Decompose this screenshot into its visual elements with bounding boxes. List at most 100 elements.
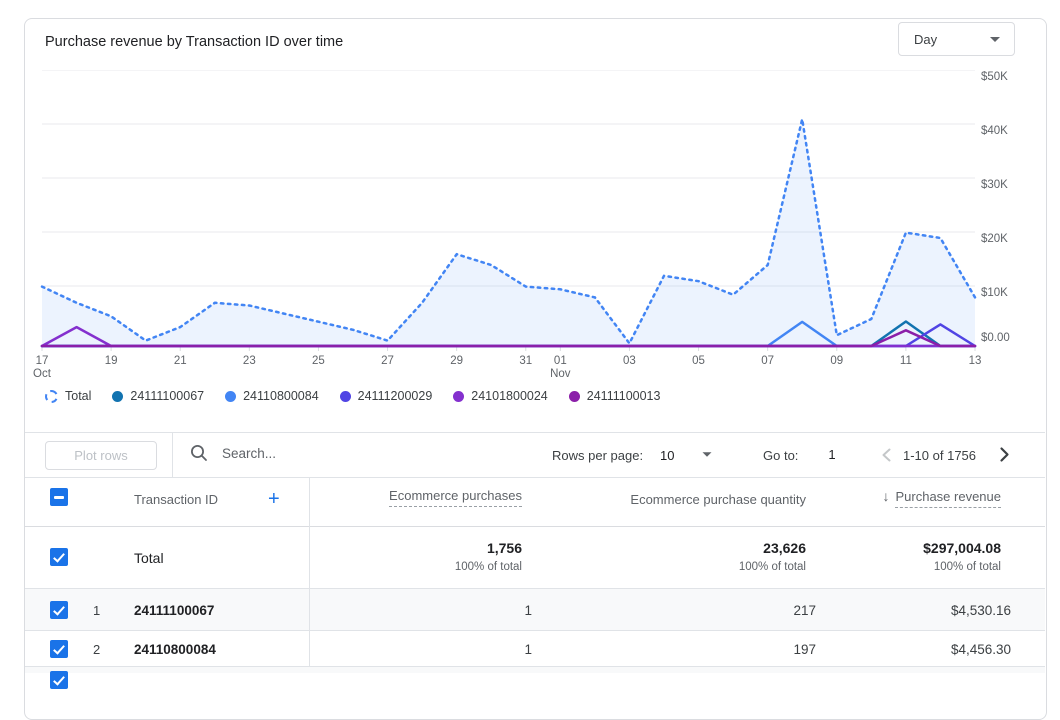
granularity-value: Day [914, 31, 938, 47]
search-input[interactable] [220, 444, 464, 462]
legend-item-24111100067[interactable]: 24111100067 [112, 389, 204, 403]
divider [25, 432, 1045, 433]
legend-label: Total [65, 389, 92, 403]
x-axis-label: 09 [830, 355, 843, 367]
x-axis-label: 23 [243, 355, 256, 367]
row-metric-value: 217 [793, 603, 816, 618]
chart-title: Purchase revenue by Transaction ID over … [45, 34, 344, 50]
column-header-purchase-revenue[interactable]: ↓ Purchase revenue [882, 488, 1001, 508]
page: { "header": { "title": "Purchase revenue… [0, 0, 1060, 672]
row-transaction-id: 24111100067 [134, 603, 215, 618]
row-metric-value: $4,456.30 [950, 642, 1011, 657]
x-axis-sublabel: Nov [550, 368, 571, 380]
series-line-total [40, 117, 977, 345]
total-ecommerce-purchases: 1,756 100% of total [455, 540, 522, 573]
legend-swatch-icon [453, 390, 465, 402]
chart-legend: Total 24111100067 24110800084 24111200029 24… [45, 389, 660, 403]
total-value: $297,004.08 [923, 540, 1001, 556]
next-page-icon[interactable] [997, 446, 1011, 463]
x-axis-label: 17 [36, 355, 49, 367]
chevron-down-icon [990, 36, 1000, 42]
total-subtext: 100% of total [738, 561, 806, 573]
table-row: 2 24110800084 1 197 $4,456.30 [25, 630, 1045, 667]
divider [25, 526, 1045, 527]
legend-swatch-icon [45, 389, 58, 403]
select-all-checkbox[interactable] [50, 488, 68, 506]
legend-swatch-icon [339, 390, 351, 402]
total-area-fill [42, 119, 975, 346]
x-axis-label: 13 [969, 355, 982, 367]
legend-swatch-icon [568, 390, 580, 402]
legend-item-24101800024[interactable]: 24101800024 [453, 389, 548, 403]
search-icon [191, 445, 207, 461]
x-axis-label: 05 [692, 355, 705, 367]
column-header-label: Ecommerce purchases [389, 488, 522, 507]
goto-page-input[interactable] [815, 446, 849, 463]
x-axis-label: 29 [450, 355, 463, 367]
series-line-24111100013 [40, 329, 977, 348]
column-header-ecommerce-purchases[interactable]: Ecommerce purchases [389, 488, 522, 507]
legend-swatch-icon [112, 390, 124, 402]
y-axis-label: $10K [981, 287, 1008, 299]
total-value: 1,756 [486, 540, 522, 556]
total-row-checkbox[interactable] [50, 548, 68, 566]
rows-per-page-label: Rows per page: [552, 448, 644, 463]
row-transaction-id: 24110800084 [134, 642, 216, 657]
total-value: 23,626 [763, 540, 806, 556]
column-header-purchase-quantity[interactable]: Ecommerce purchase quantity [630, 492, 806, 507]
plot-rows-label: Plot rows [74, 448, 128, 463]
x-axis-label: 21 [174, 355, 187, 367]
legend-label: 24111100067 [130, 389, 205, 403]
total-subtext: 100% of total [933, 561, 1001, 573]
row-checkbox[interactable] [50, 601, 68, 619]
total-row-label: Total [134, 550, 164, 566]
row-checkbox[interactable] [50, 640, 68, 658]
y-axis-label: $0.00 [981, 332, 1010, 344]
legend-swatch-icon [225, 390, 237, 402]
y-axis-label: $40K [981, 125, 1008, 137]
add-dimension-button[interactable]: + [268, 488, 280, 510]
row-index: 2 [93, 642, 101, 657]
total-subtext: 100% of total [454, 561, 522, 573]
row-metric-value: 197 [793, 642, 816, 657]
x-axis-label: 11 [900, 355, 912, 367]
x-axis-sublabel: Oct [33, 368, 52, 380]
divider [309, 477, 310, 672]
column-header-label: Purchase revenue [895, 489, 1001, 508]
x-axis-label: 31 [519, 355, 532, 367]
x-axis-label: 07 [761, 355, 774, 367]
plot-rows-button[interactable]: Plot rows [45, 441, 157, 470]
rows-per-page-value[interactable]: 10 [660, 448, 675, 463]
y-axis-label: $20K [981, 233, 1008, 245]
x-axis-label: 27 [381, 355, 394, 367]
granularity-select[interactable]: Day [898, 22, 1015, 56]
legend-item-24111200029[interactable]: 24111200029 [339, 389, 433, 403]
divider [25, 477, 1045, 478]
total-purchase-revenue: $297,004.08 100% of total [923, 540, 1001, 573]
legend-label: 24101800024 [471, 389, 548, 403]
sort-descending-icon: ↓ [882, 488, 890, 504]
column-header-transaction-id[interactable]: Transaction ID [134, 492, 219, 507]
legend-item-24111100013[interactable]: 24111100013 [568, 389, 661, 403]
row-checkbox[interactable] [50, 671, 68, 689]
legend-item-24110800084[interactable]: 24110800084 [225, 389, 319, 403]
pagination-range: 1-10 of 1756 [903, 448, 977, 463]
column-header-label: Ecommerce purchase quantity [630, 492, 806, 507]
row-metric-value: 1 [524, 603, 532, 618]
legend-item-total[interactable]: Total [45, 389, 91, 403]
y-axis-label: $30K [981, 179, 1008, 191]
row-metric-value: $4,530.16 [950, 603, 1011, 618]
legend-label: 24111100013 [586, 389, 661, 403]
search-area [190, 444, 464, 462]
previous-page-icon[interactable] [880, 447, 894, 463]
x-axis-label: 01 [554, 355, 567, 367]
rows-per-page-chevron-icon[interactable] [702, 452, 712, 457]
divider [172, 432, 173, 477]
row-metric-value: 1 [524, 642, 532, 657]
x-axis-label: 19 [105, 355, 118, 367]
total-purchase-quantity: 23,626 100% of total [739, 540, 806, 573]
goto-label: Go to: [763, 448, 799, 463]
divider [25, 588, 1045, 589]
legend-label: 24111200029 [357, 389, 433, 403]
